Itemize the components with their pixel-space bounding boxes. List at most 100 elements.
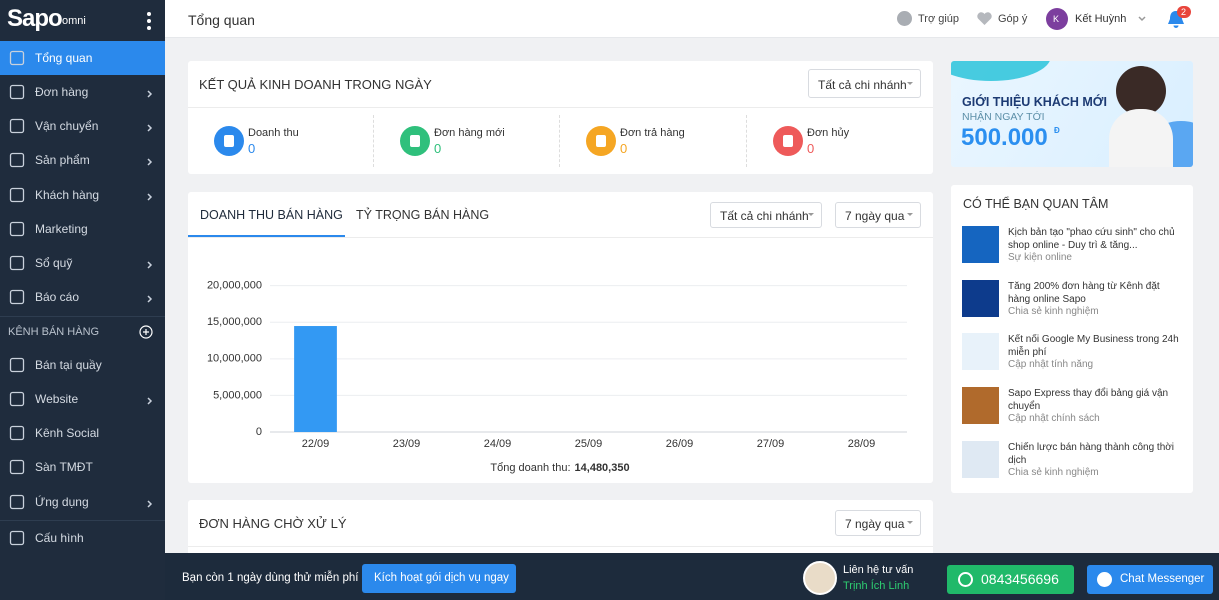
menu-icon-shape [9, 50, 25, 66]
dropdown[interactable]: 7 ngày qua [835, 202, 921, 228]
menu-icon [9, 530, 25, 546]
dropdown-text: Tất cả chi nhánh [818, 77, 907, 92]
topbar [165, 0, 1219, 38]
menu-label: Đơn hàng [35, 85, 89, 99]
messenger-button[interactable]: Chat Messenger [1087, 565, 1213, 594]
news-thumb[interactable] [962, 333, 999, 370]
chevron-line [147, 500, 153, 508]
logo-sub: omni [62, 15, 86, 27]
stat-label: Đơn hàng mới [434, 127, 505, 139]
stat-separator [559, 115, 560, 167]
divider [188, 546, 933, 547]
news-thumb[interactable] [962, 226, 999, 263]
x-tick-label: 26/09 [666, 438, 694, 450]
menu-dot[interactable] [147, 12, 151, 16]
help-link[interactable]: Trợ giúp [918, 13, 960, 25]
menu-label: Sàn TMĐT [35, 460, 93, 474]
menu-dot[interactable] [147, 26, 151, 30]
contact-label: Liên hệ tư vấn [843, 564, 914, 576]
menu-item[interactable]: Kênh Social [0, 416, 165, 450]
menu-item[interactable]: Tổng quan [0, 41, 165, 75]
tab[interactable]: TỶ TRỌNG BÁN HÀNG [356, 208, 490, 222]
dropdown[interactable]: 7 ngày qua [835, 510, 921, 536]
phone-button[interactable]: 0843456696 [947, 565, 1074, 594]
x-tick-label: 24/09 [484, 438, 512, 450]
notification-badge[interactable]: 2 [1177, 6, 1191, 18]
menu-label: Bán tại quầy [35, 358, 102, 372]
consultant-name[interactable]: Trịnh Ích Linh [843, 580, 910, 592]
chevron-line [147, 90, 153, 98]
menu-label: Marketing [35, 222, 88, 236]
avatar[interactable]: K [1046, 8, 1068, 30]
news-thumb[interactable] [962, 387, 999, 424]
news-title[interactable]: Kịch bản tạo "phao cứu sinh" cho chủ sho… [1008, 227, 1175, 251]
news-title[interactable]: Sapo Express thay đổi bảng giá vận chuyể… [1008, 388, 1169, 412]
stat-label: Đơn trả hàng [620, 127, 685, 139]
menu-icon-shape [9, 391, 25, 407]
menu-icon [9, 425, 25, 441]
tab[interactable]: DOANH THU BÁN HÀNG [200, 208, 343, 222]
menu-item[interactable]: Sàn TMĐT [0, 450, 165, 484]
caret [907, 521, 913, 524]
stat-label: Đơn hủy [807, 127, 850, 139]
chevron [1138, 16, 1146, 22]
x-tick-label: 25/09 [575, 438, 603, 450]
news-title[interactable]: Kết nối Google My Business trong 24h miễ… [1008, 334, 1179, 358]
user-name[interactable]: Kết Huỳnh [1075, 13, 1127, 25]
menu-item[interactable]: Khách hàng [0, 178, 165, 212]
news-tag: Sự kiện online [1008, 252, 1072, 263]
menu-icon [9, 187, 25, 203]
chevron-line [147, 397, 153, 405]
news-title[interactable]: Chiến lược bán hàng thành công thời dịch [1008, 442, 1175, 466]
divider [0, 316, 165, 317]
y-tick-label: 15,000,000 [207, 316, 262, 328]
dropdown[interactable]: Tất cả chi nhánh [710, 202, 822, 228]
menu-label: Tổng quan [35, 51, 93, 65]
phone-icon [958, 572, 973, 587]
total-caption: Tổng doanh thu: 14,480,350 [490, 462, 629, 474]
menu-item[interactable]: Vận chuyển [0, 109, 165, 143]
divider [188, 107, 933, 108]
news-thumb[interactable] [962, 280, 999, 317]
dropdown[interactable]: Tất cả chi nhánh [808, 69, 921, 98]
menu-item[interactable]: Cấu hình [0, 521, 165, 555]
feedback-link[interactable]: Góp ý [998, 13, 1028, 25]
menu-label: Kênh Social [35, 426, 100, 440]
stat-icon-glyph [596, 135, 606, 147]
menu-item[interactable]: Báo cáo [0, 280, 165, 314]
chevron [147, 193, 153, 201]
menu-item[interactable]: Bán tại quầy [0, 348, 165, 382]
messenger-icon [1097, 572, 1112, 587]
menu-item[interactable]: Sổ quỹ [0, 246, 165, 280]
stat-value: 0 [807, 141, 815, 156]
menu-item[interactable]: Đơn hàng [0, 75, 165, 109]
menu-item[interactable]: Sản phẩm [0, 143, 165, 177]
total-label: Tổng doanh thu: [490, 462, 570, 474]
caret-shape [907, 521, 913, 524]
chevron [147, 124, 153, 132]
menu-item[interactable]: Website [0, 382, 165, 416]
news-title[interactable]: Tăng 200% đơn hàng từ Kênh đặt hàng onli… [1008, 281, 1160, 305]
heart-icon [977, 12, 992, 25]
activate-text: Kích hoạt gói dịch vụ ngay [374, 572, 509, 584]
promo-banner[interactable]: GIỚI THIỆU KHÁCH MỚI NHẬN NGAY TỚI 500.000… [951, 61, 1193, 167]
chevron [147, 90, 153, 98]
menu-item[interactable]: Marketing [0, 212, 165, 246]
chevron [147, 397, 153, 405]
chevron-line [1138, 16, 1146, 22]
menu-icon-shape [9, 494, 25, 510]
help-icon [897, 11, 912, 26]
chevron-line [147, 295, 153, 303]
promo-title: GIỚI THIỆU KHÁCH MỚI [962, 95, 1107, 109]
activate-button[interactable]: Kích hoạt gói dịch vụ ngay [362, 564, 516, 593]
dropdown-text: 7 ngày qua [845, 209, 905, 223]
notification-count: 2 [1181, 7, 1187, 17]
total-value: 14,480,350 [575, 462, 630, 474]
menu-icon-shape [9, 357, 25, 373]
menu-dot[interactable] [147, 19, 151, 23]
menu-item[interactable]: Ứng dụng [0, 485, 165, 519]
chart: 0 5,000,000 10,000,000 15,000,000 20,000,000… [207, 280, 907, 474]
news-thumb[interactable] [962, 441, 999, 478]
menu-label: Ứng dụng [35, 495, 89, 509]
card-title: ĐƠN HÀNG CHỜ XỬ LÝ [199, 516, 347, 531]
